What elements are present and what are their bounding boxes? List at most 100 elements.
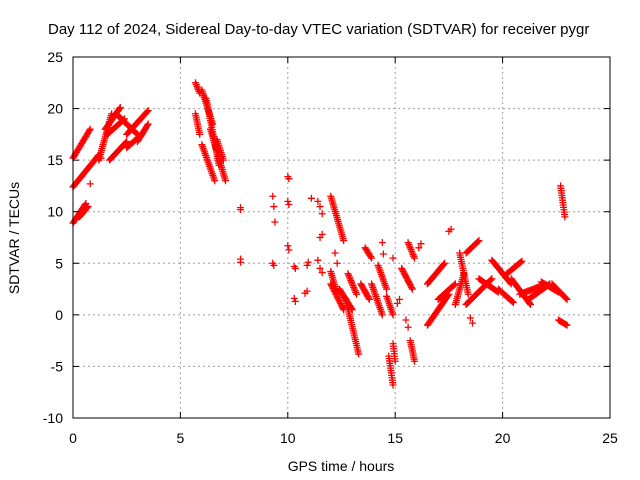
data-point-marker — [329, 284, 337, 292]
data-point-marker — [327, 280, 335, 288]
x-tick-label: 5 — [177, 430, 185, 446]
data-point-marker — [318, 210, 326, 218]
data-point-marker — [115, 105, 123, 113]
data-point-marker — [333, 292, 341, 300]
y-tick-label: 15 — [47, 152, 63, 168]
data-point-marker — [84, 203, 92, 211]
data-point-marker — [314, 256, 322, 264]
data-point-marker — [303, 261, 311, 269]
data-point-marker — [466, 314, 474, 322]
data-point-marker — [269, 192, 277, 200]
data-point-marker — [417, 240, 425, 248]
data-point-marker — [116, 104, 124, 112]
data-point-marker — [517, 258, 525, 266]
data-point-marker — [408, 284, 416, 292]
data-point-marker — [474, 238, 482, 246]
data-point-marker — [378, 311, 386, 319]
data-point-marker — [285, 200, 293, 208]
data-point-marker — [389, 311, 397, 319]
data-point-marker — [469, 319, 477, 327]
data-point-marker — [285, 246, 293, 254]
data-point-marker — [450, 281, 458, 289]
data-point-marker — [122, 139, 130, 147]
data-point-marker — [367, 253, 375, 261]
data-point-marker — [143, 121, 151, 129]
data-point-marker — [86, 125, 94, 133]
y-tick-label: 20 — [47, 101, 63, 117]
data-point-marker — [144, 107, 152, 115]
data-point-marker — [123, 138, 131, 146]
data-point-marker — [328, 283, 336, 291]
data-point-marker — [488, 275, 496, 283]
data-point-marker — [368, 254, 376, 262]
data-point-marker — [83, 204, 91, 212]
data-point-marker — [196, 130, 204, 138]
data-point-marker — [284, 242, 292, 250]
data-point-marker — [411, 254, 419, 262]
data-point-marker — [365, 294, 373, 302]
data-point-marker — [415, 244, 423, 252]
data-point-marker — [475, 237, 483, 245]
data-point-marker — [561, 213, 569, 221]
data-point-marker — [304, 258, 312, 266]
data-point-marker — [562, 320, 570, 328]
data-point-marker — [333, 259, 341, 267]
data-point-marker — [389, 254, 397, 262]
data-point-marker — [237, 206, 245, 214]
chart-title: Day 112 of 2024, Sidereal Day-to-day VTE… — [48, 21, 589, 38]
data-point-marker — [270, 203, 278, 211]
data-point-marker — [85, 127, 93, 135]
data-point-marker — [393, 300, 401, 308]
y-tick-label: -10 — [43, 410, 63, 426]
x-tick-label: 25 — [602, 430, 618, 446]
data-point-marker — [509, 298, 517, 306]
data-point-marker — [144, 120, 152, 128]
data-point-marker — [270, 261, 278, 269]
data-point-marker — [290, 294, 298, 302]
data-point-marker — [563, 321, 571, 329]
data-point-marker — [355, 350, 363, 358]
data-point-marker — [316, 264, 324, 272]
data-point-marker — [383, 285, 391, 293]
data-point-marker — [219, 156, 227, 164]
data-point-marker — [119, 116, 127, 124]
grid-lines — [73, 57, 610, 418]
data-point-marker — [353, 290, 361, 298]
data-point-marker — [340, 237, 348, 245]
axis-ticks — [72, 56, 611, 419]
data-point-marker — [328, 281, 336, 289]
y-tick-label: 25 — [47, 49, 63, 65]
data-point-marker — [307, 194, 315, 202]
data-point-marker — [441, 259, 449, 267]
data-point-marker — [291, 297, 299, 305]
data-points — [69, 79, 571, 389]
x-tick-label: 20 — [495, 430, 511, 446]
data-point-marker — [316, 203, 324, 211]
data-point-marker — [408, 285, 416, 293]
data-point-marker — [440, 260, 448, 268]
x-tick-label: 10 — [280, 430, 296, 446]
y-axis-label: SDTVAR / TECUs — [6, 182, 22, 294]
data-point-marker — [389, 381, 397, 389]
data-point-marker — [379, 250, 387, 258]
data-point-marker — [402, 316, 410, 324]
data-point-marker — [211, 177, 219, 185]
data-point-marker — [508, 298, 516, 306]
data-point-marker — [318, 269, 326, 277]
data-point-marker — [335, 297, 343, 305]
data-point-marker — [237, 258, 245, 266]
data-point-marker — [285, 175, 293, 183]
data-point-marker — [291, 264, 299, 272]
data-point-marker — [336, 298, 344, 306]
data-point-marker — [337, 300, 345, 308]
data-point-marker — [121, 115, 129, 123]
x-axis-label: GPS time / hours — [288, 458, 395, 474]
x-tick-label: 0 — [69, 430, 77, 446]
y-tick-label: 0 — [55, 307, 63, 323]
data-point-marker — [337, 301, 345, 309]
data-point-marker — [527, 301, 535, 309]
data-point-marker — [395, 295, 403, 303]
data-point-marker — [378, 239, 386, 247]
data-point-marker — [331, 289, 339, 297]
